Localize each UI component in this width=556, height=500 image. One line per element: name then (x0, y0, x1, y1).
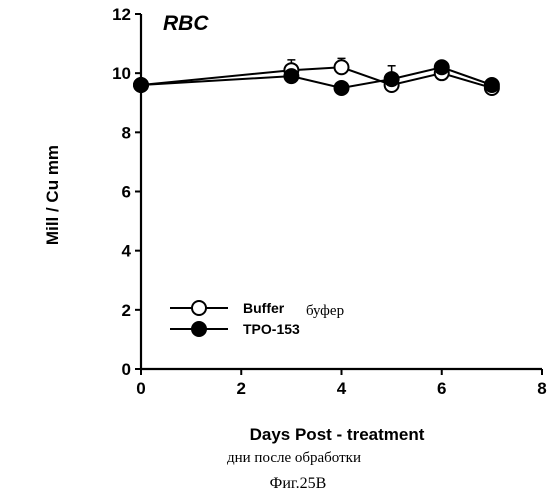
data-point-tpo (385, 72, 399, 86)
data-point-tpo (134, 78, 148, 92)
data-point-buffer (335, 60, 349, 74)
y-tick-label: 0 (122, 360, 131, 379)
figure-caption: Фиг.25В (270, 475, 327, 492)
data-point-tpo (335, 81, 349, 95)
x-tick-label: 4 (337, 379, 347, 398)
x-tick-label: 8 (537, 379, 546, 398)
x-tick-label: 2 (237, 379, 246, 398)
y-tick-label: 8 (122, 123, 131, 142)
x-axis-russian-note: дни после обработки (227, 450, 361, 466)
x-tick-label: 0 (136, 379, 145, 398)
y-tick-label: 6 (122, 183, 131, 202)
legend-buffer-marker (192, 301, 206, 315)
legend-buffer-label: Buffer (243, 300, 285, 316)
chart-axes: 0 2 4 6 8 10 12 0 2 4 6 8 (112, 5, 547, 398)
y-axis-label: Mill / Cu mm (43, 145, 62, 245)
y-tick-label: 4 (122, 242, 132, 261)
y-tick-label: 10 (112, 64, 131, 83)
legend-tpo-marker (192, 322, 206, 336)
y-tick-label: 12 (112, 5, 131, 24)
x-axis-label: Days Post - treatment (250, 425, 425, 444)
x-tick-label: 6 (437, 379, 446, 398)
data-point-tpo (284, 69, 298, 83)
series-markers (134, 60, 499, 95)
legend-tpo-label: TPO-153 (243, 321, 300, 337)
data-point-tpo (435, 60, 449, 74)
legend-buffer-russian-note: буфер (306, 303, 344, 319)
data-point-tpo (485, 78, 499, 92)
y-tick-label: 2 (122, 301, 131, 320)
legend: Buffer буфер TPO-153 (170, 300, 344, 337)
chart-title: RBC (163, 12, 209, 35)
